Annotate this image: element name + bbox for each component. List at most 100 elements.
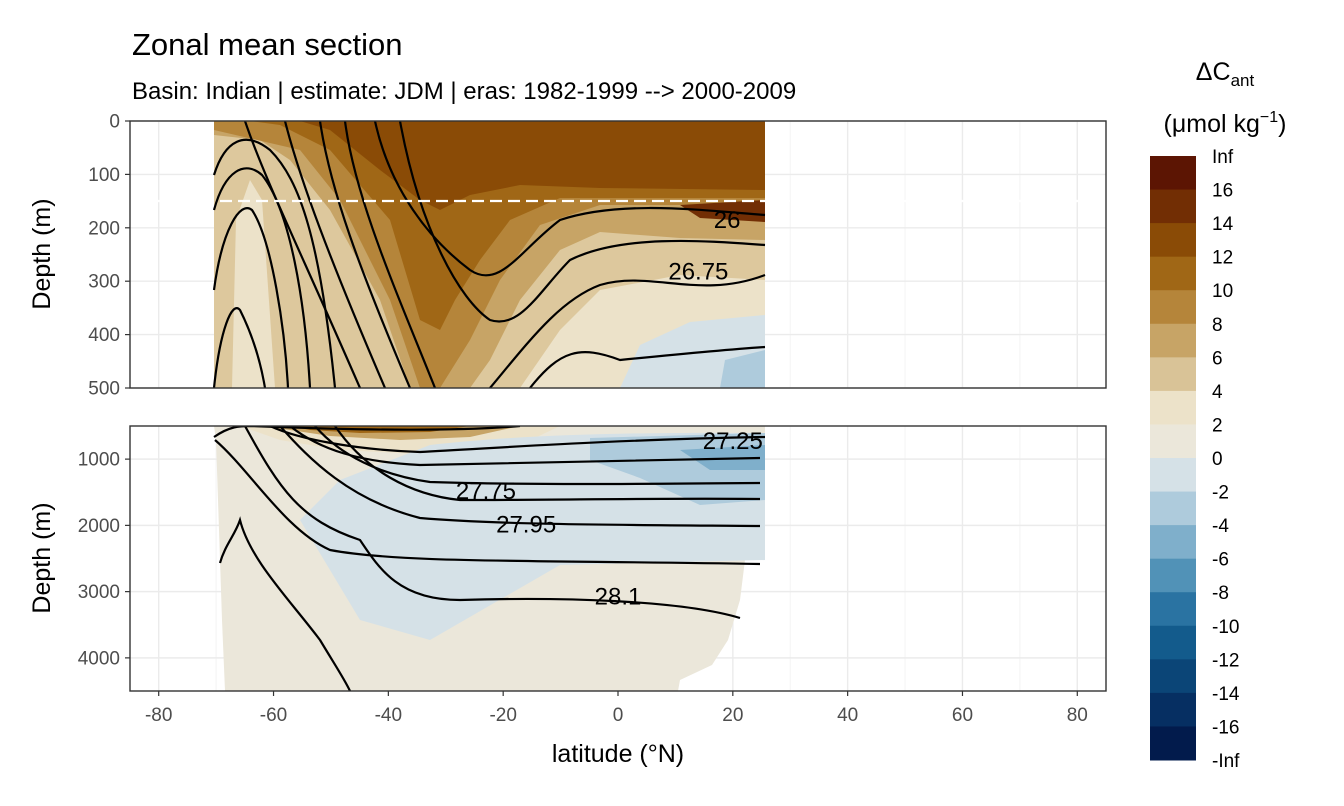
upper-contour (529, 345, 766, 388)
contour-label: 27.95 (496, 512, 556, 539)
legend-color-swatch (1150, 189, 1196, 224)
legend-color-swatch (1150, 525, 1196, 560)
upper-contour (318, 121, 412, 388)
y-tick-label: 1000 (78, 450, 120, 471)
legend-color-swatch (1150, 592, 1196, 627)
legend-label: -14 (1212, 684, 1240, 705)
upper-contour (343, 121, 437, 388)
lower-contour (214, 439, 761, 566)
legend-color-swatch (1150, 625, 1196, 660)
y-tick-label: 3000 (78, 582, 120, 603)
legend-color-swatch (1150, 558, 1196, 593)
legend-label: -Inf (1212, 751, 1240, 772)
y-tick-label: 400 (88, 325, 120, 346)
legend-label: 14 (1212, 214, 1234, 235)
legend-color-swatch (1150, 692, 1196, 727)
y-tick-label: 4000 (78, 648, 120, 669)
y-tick-label: 200 (88, 218, 120, 239)
contour-label: 27.75 (456, 478, 516, 505)
legend-label: -2 (1212, 483, 1229, 504)
lower-contour (213, 426, 521, 438)
y-tick-label: 0 (109, 112, 120, 133)
legend-colorbar (1150, 156, 1196, 761)
upper-y-axis-title: Depth (m) (28, 198, 56, 309)
legend-labels: Inf 16 14 12 10 8 6 4 2 0 -2 -4 -6 -8 -10 -12 -14 -16 -Inf (1212, 147, 1240, 772)
lower-contours (213, 426, 766, 691)
lower-contour (314, 426, 761, 486)
upper-y-axis: 0 100 200 300 400 500 (88, 112, 130, 400)
chart-subtitle: Basin: Indian | estimate: JDM | eras: 19… (132, 78, 796, 105)
legend-label: -12 (1212, 650, 1239, 671)
upper-contour (212, 207, 290, 388)
lower-y-axis-title: Depth (m) (28, 502, 56, 613)
contour-label: 28.1 (595, 583, 642, 610)
legend-color-swatch (1150, 323, 1196, 358)
legend-label: -8 (1212, 583, 1229, 604)
x-axis: -80 -60 -40 -20 0 20 40 60 80 (145, 691, 1088, 726)
legend-label: -10 (1212, 617, 1239, 638)
legend-color-swatch (1150, 357, 1196, 392)
lower-contour (269, 426, 766, 454)
legend-label: Inf (1212, 147, 1234, 168)
legend-color-swatch (1150, 491, 1196, 526)
legend-label: -4 (1212, 516, 1229, 537)
upper-field: 26 26.75 (130, 121, 1106, 388)
lower-y-axis: 1000 2000 3000 4000 (78, 450, 130, 669)
legend-label: 0 (1212, 449, 1223, 470)
x-tick-label: 0 (613, 705, 624, 726)
lower-panel: 27.25 27.75 27.95 28.1 1000 2000 3000 4000 (78, 425, 1107, 692)
x-tick-label: -20 (489, 705, 516, 726)
upper-contour-labels: 26 26.75 (668, 207, 740, 286)
upper-contour (373, 121, 766, 277)
legend-title: ΔCant (1196, 58, 1255, 90)
y-tick-label: 500 (88, 379, 120, 400)
legend-units: (μmol kg−1) (1164, 109, 1287, 138)
legend-color-swatch (1150, 659, 1196, 694)
contour-label: 27.25 (703, 428, 763, 455)
upper-contour (489, 273, 766, 388)
upper-panel: 26 26.75 0 100 200 300 400 500 (88, 112, 1107, 400)
x-tick-label: 40 (837, 705, 858, 726)
legend-color-swatch (1150, 156, 1196, 191)
y-tick-label: 2000 (78, 516, 120, 537)
upper-field-light-column (232, 180, 275, 388)
upper-contours (212, 121, 766, 388)
chart-title: Zonal mean section (132, 27, 403, 62)
lower-field-negative-3 (680, 445, 765, 470)
x-tick-label: -40 (375, 705, 402, 726)
legend-color-swatch (1150, 223, 1196, 258)
legend-color-swatch (1150, 290, 1196, 325)
lower-contour-labels: 27.25 27.75 27.95 28.1 (456, 428, 763, 610)
upper-field-negative-2 (720, 350, 765, 388)
upper-contour (212, 307, 267, 388)
upper-contour (243, 121, 362, 388)
contour-label: 26.75 (668, 259, 728, 286)
x-tick-label: 20 (722, 705, 743, 726)
contour-label: 26 (714, 207, 741, 234)
legend-label: 8 (1212, 315, 1223, 336)
legend-label: -6 (1212, 550, 1229, 571)
lower-contour (289, 426, 761, 467)
lower-contour (279, 426, 761, 528)
upper-contour (283, 121, 387, 388)
upper-contour (398, 121, 766, 323)
legend-color-swatch (1150, 424, 1196, 459)
legend-color-swatch (1150, 390, 1196, 425)
x-axis-title: latitude (°N) (552, 740, 684, 768)
y-tick-label: 100 (88, 165, 120, 186)
x-tick-label: 60 (952, 705, 973, 726)
legend-color-swatch (1150, 458, 1196, 493)
legend-label: -16 (1212, 717, 1239, 738)
legend-label: 12 (1212, 248, 1233, 269)
legend-label: 4 (1212, 382, 1223, 403)
legend-label: 16 (1212, 181, 1233, 202)
legend-color-swatch (1150, 256, 1196, 291)
x-tick-label: 80 (1067, 705, 1088, 726)
legend: ΔCant (μmol kg−1) Inf 16 14 12 10 8 6 4 2 0 -2 -4 -6… (1150, 58, 1286, 772)
legend-label: 6 (1212, 348, 1223, 369)
legend-color-swatch (1150, 726, 1196, 761)
upper-contour (212, 138, 337, 388)
lower-contour (244, 426, 741, 620)
y-tick-label: 300 (88, 272, 120, 293)
